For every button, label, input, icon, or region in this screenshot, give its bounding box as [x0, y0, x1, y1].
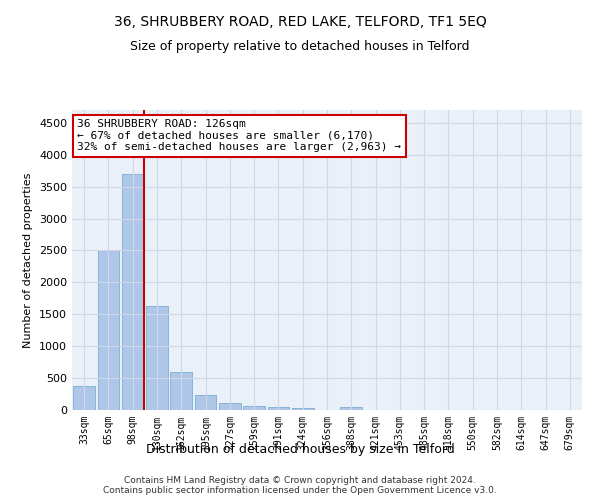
Y-axis label: Number of detached properties: Number of detached properties	[23, 172, 34, 348]
Text: 36, SHRUBBERY ROAD, RED LAKE, TELFORD, TF1 5EQ: 36, SHRUBBERY ROAD, RED LAKE, TELFORD, T…	[113, 15, 487, 29]
Text: Size of property relative to detached houses in Telford: Size of property relative to detached ho…	[130, 40, 470, 53]
Text: Contains HM Land Registry data © Crown copyright and database right 2024.
Contai: Contains HM Land Registry data © Crown c…	[103, 476, 497, 495]
Bar	[243, 406, 265, 410]
Bar	[219, 404, 241, 410]
Text: 36 SHRUBBERY ROAD: 126sqm
← 67% of detached houses are smaller (6,170)
32% of se: 36 SHRUBBERY ROAD: 126sqm ← 67% of detac…	[77, 119, 401, 152]
Bar	[194, 396, 217, 410]
Text: Distribution of detached houses by size in Telford: Distribution of detached houses by size …	[146, 442, 454, 456]
Bar	[73, 386, 95, 410]
Bar	[292, 408, 314, 410]
Bar	[340, 407, 362, 410]
Bar	[170, 372, 192, 410]
Bar	[146, 306, 168, 410]
Bar	[268, 407, 289, 410]
Bar	[97, 250, 119, 410]
Bar	[122, 174, 143, 410]
